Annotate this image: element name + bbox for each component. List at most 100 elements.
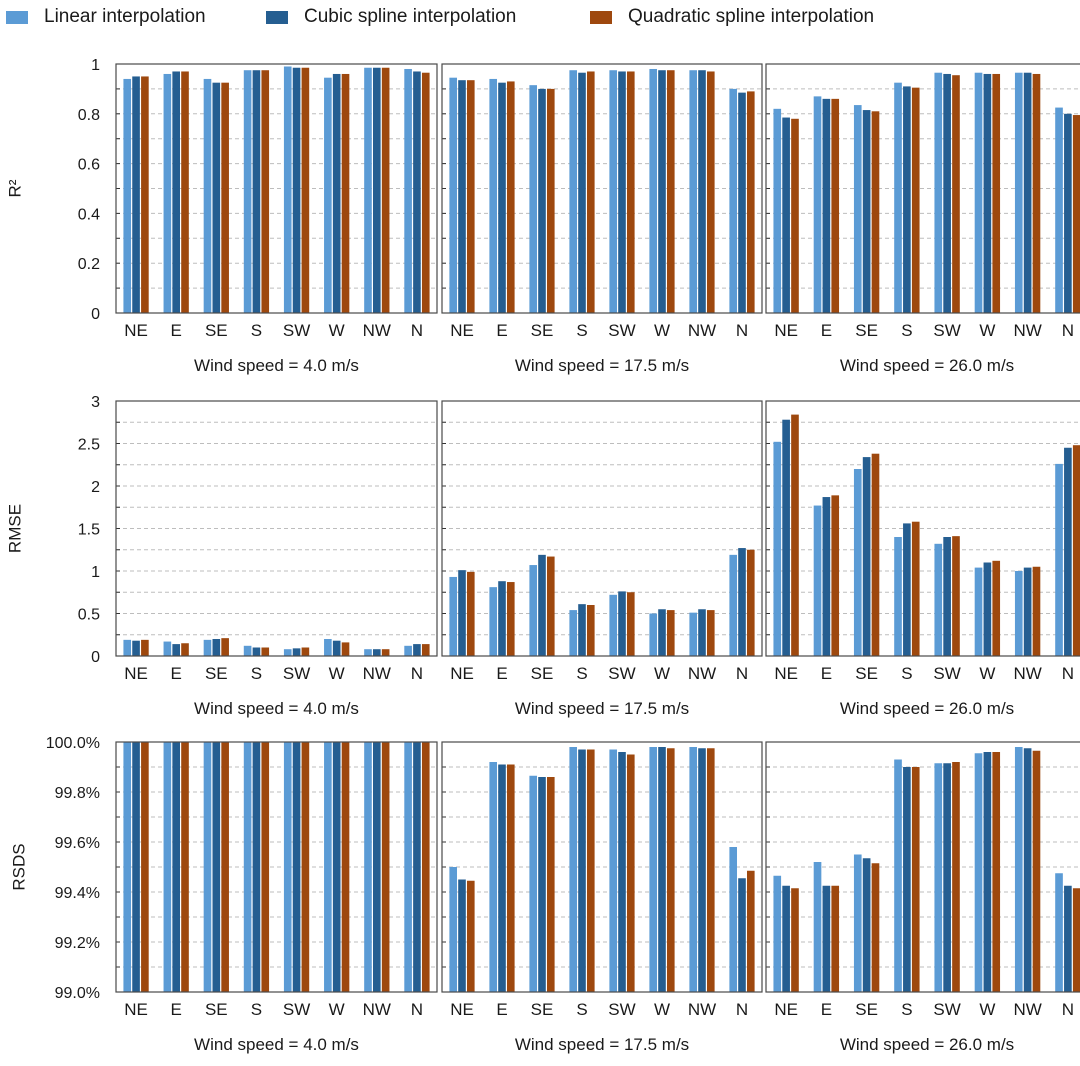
bar-n-linear — [404, 645, 412, 656]
plot-frame — [441, 741, 763, 993]
bar-sw-linear — [609, 594, 617, 656]
bar-n-quadratic — [747, 91, 755, 313]
bar-e-cubic — [172, 71, 180, 313]
x-tick-label: NE — [774, 1000, 798, 1019]
bar-w-quadratic — [667, 70, 675, 313]
legend-swatch-linear — [6, 10, 28, 24]
legend-item-cubic: Cubic spline interpolation — [266, 6, 516, 28]
legend: Linear interpolation Cubic spline interp… — [0, 6, 1080, 36]
legend-item-linear: Linear interpolation — [6, 6, 206, 28]
x-tick-label: SW — [283, 664, 310, 683]
bar-nw-cubic — [373, 742, 381, 992]
bar-ne-cubic — [782, 419, 790, 656]
y-axis-label: RMSE — [5, 504, 24, 553]
plot-frame — [765, 400, 1080, 657]
bar-s-quadratic — [587, 71, 595, 313]
bar-e-cubic — [822, 497, 831, 656]
bar-s-quadratic — [911, 87, 920, 313]
bar-s-linear — [894, 537, 902, 656]
x-tick-label: W — [979, 321, 995, 340]
bar-s-linear — [894, 759, 902, 992]
bar-se-cubic — [862, 110, 871, 313]
panel-0-1: NE E SE S SW W NW N Wind speed = 17.5 m/s — [441, 63, 763, 375]
bar-nw-linear — [1014, 72, 1023, 313]
bar-ne-quadratic — [791, 118, 799, 313]
bar-s-cubic — [903, 523, 911, 656]
bar-e-quadratic — [831, 98, 840, 313]
legend-swatch-cubic — [266, 10, 288, 24]
bar-sw-linear — [934, 543, 943, 656]
x-tick-label: NE — [450, 321, 474, 340]
y-tick-label: 0.2 — [78, 256, 100, 273]
x-tick-label: E — [171, 664, 182, 683]
x-tick-label: SE — [531, 664, 554, 683]
bar-se-linear — [853, 854, 862, 992]
bar-se-cubic — [212, 639, 221, 656]
bar-se-linear — [853, 105, 862, 314]
bar-nw-cubic — [698, 70, 706, 313]
x-tick-label: SE — [531, 321, 554, 340]
panel-2-2: NE E SE S SW W NW N Wind speed = 26.0 m/s — [765, 741, 1080, 1054]
x-tick-label: NE — [774, 321, 798, 340]
bar-se-linear — [203, 78, 212, 313]
bar-e-cubic — [498, 82, 506, 313]
bar-sw-quadratic — [627, 592, 635, 656]
bar-w-quadratic — [667, 610, 675, 656]
bar-nw-linear — [364, 742, 372, 992]
x-tick-label: SE — [531, 1000, 554, 1019]
y-tick-label: 3 — [91, 394, 100, 411]
bar-se-linear — [529, 565, 537, 656]
bar-se-cubic — [538, 777, 546, 992]
bar-se-linear — [529, 85, 537, 313]
panel-1-0: NE E SE S SW W NW N Wind speed = 4.0 m/s 0 0.5 1 1.5… — [78, 394, 438, 718]
bar-ne-cubic — [132, 640, 140, 656]
bar-sw-quadratic — [952, 536, 960, 656]
legend-label-quadratic: Quadratic spline interpolation — [628, 6, 875, 27]
panel-1-2: NE E SE S SW W NW N Wind speed = 26.0 m/s — [765, 400, 1080, 718]
bar-w-cubic — [658, 70, 666, 313]
bar-ne-cubic — [458, 879, 466, 992]
panel-1-1: NE E SE S SW W NW N Wind speed = 17.5 m/s — [441, 400, 763, 718]
bar-s-linear — [894, 82, 902, 313]
y-axis-label: RSDS — [9, 843, 28, 890]
bar-nw-cubic — [698, 748, 706, 992]
bar-s-quadratic — [261, 742, 270, 992]
bar-e-quadratic — [831, 495, 840, 656]
bar-se-quadratic — [871, 111, 880, 313]
bar-ne-cubic — [458, 570, 466, 656]
y-axis-label: R² — [5, 179, 24, 197]
bar-nw-cubic — [1023, 748, 1032, 992]
legend-item-quadratic: Quadratic spline interpolation — [590, 6, 874, 28]
bar-n-cubic — [738, 878, 746, 992]
x-tick-label: N — [1062, 664, 1074, 683]
bar-nw-cubic — [1023, 567, 1032, 656]
bar-s-cubic — [903, 767, 911, 992]
bar-sw-quadratic — [952, 762, 960, 992]
x-tick-label: NW — [363, 664, 391, 683]
bar-ne-linear — [123, 639, 132, 656]
y-tick-label: 0 — [91, 649, 100, 666]
bar-se-cubic — [538, 88, 546, 314]
bar-n-quadratic — [1072, 115, 1080, 313]
x-tick-label: E — [821, 1000, 832, 1019]
bar-nw-cubic — [698, 609, 706, 656]
x-tick-label: S — [576, 1000, 587, 1019]
bar-e-linear — [163, 641, 172, 656]
bar-e-linear — [163, 742, 172, 992]
x-tick-label: NW — [688, 664, 716, 683]
bar-nw-cubic — [373, 67, 381, 313]
x-tick-label: W — [654, 321, 670, 340]
bar-s-quadratic — [911, 521, 920, 656]
y-tick-label: 2.5 — [78, 437, 100, 454]
bar-e-linear — [813, 96, 822, 314]
bar-nw-linear — [1014, 747, 1023, 992]
bar-n-quadratic — [1072, 445, 1080, 656]
bar-e-quadratic — [507, 582, 515, 656]
x-tick-label: SW — [283, 1000, 310, 1019]
bar-nw-quadratic — [381, 649, 390, 656]
bar-w-cubic — [332, 640, 341, 656]
bar-n-linear — [404, 742, 412, 992]
bar-ne-cubic — [782, 885, 790, 992]
x-tick-label: S — [251, 1000, 262, 1019]
